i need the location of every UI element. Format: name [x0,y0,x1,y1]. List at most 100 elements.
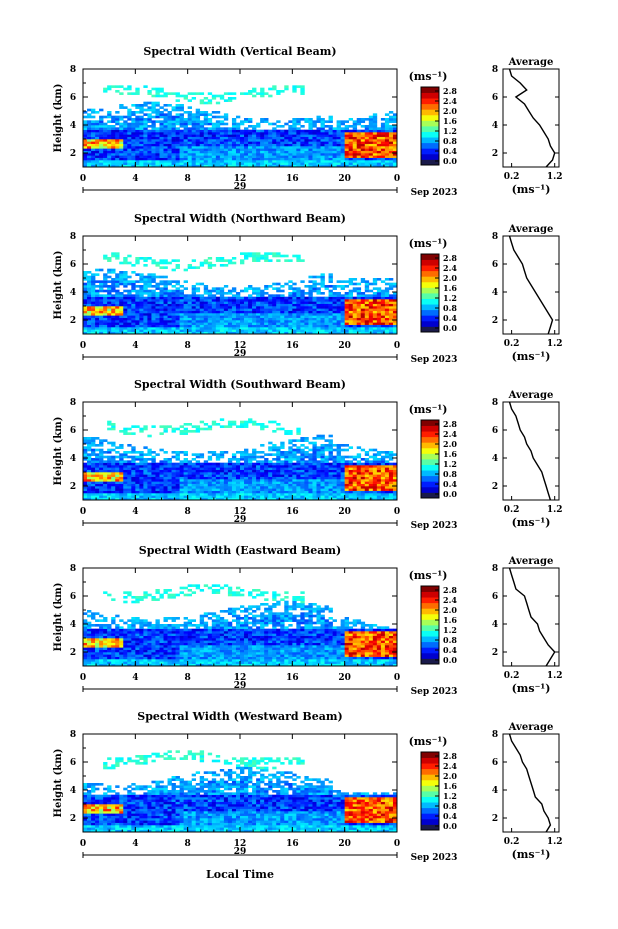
heatmap-cell [179,490,184,494]
heatmap-cell [95,331,100,335]
heatmap-cell [356,157,362,161]
heatmap-cell [276,469,281,473]
heatmap-cell [264,292,269,295]
heatmap-cell [135,143,140,147]
heatmap-cell [163,310,168,314]
heatmap-cell [139,129,144,133]
heatmap-cell [252,462,257,466]
heatmap-cell [83,322,88,325]
heatmap-cell [380,289,386,293]
heatmap-cell [175,122,180,126]
heatmap-cell [296,254,301,258]
heatmap-cell [288,448,293,452]
heatmap-cell [292,455,297,459]
heatmap-cell [199,157,205,161]
heatmap-cell [151,296,156,300]
heatmap-cell [183,427,188,431]
heatmap-cell [223,483,229,487]
heatmap-cell [300,488,305,491]
heatmap-cell [356,331,362,335]
heatmap-cell [219,292,225,295]
heatmap-cell [288,287,293,290]
heatmap-cell [115,455,120,459]
heatmap-cell [280,299,285,302]
heatmap-cell [179,320,184,323]
heatmap-cell [300,308,305,311]
heatmap-cell [131,150,136,154]
heatmap-cell [127,329,132,332]
heatmap-cell [219,97,225,100]
heatmap-cell [135,308,140,311]
heatmap-cell [167,469,172,473]
heatmap-cell [348,310,354,314]
heatmap-cell [119,85,124,88]
heatmap-cell [119,324,124,328]
heatmap-cell [139,327,144,330]
heatmap-cell [191,289,197,293]
heatmap-cell [131,469,136,473]
heatmap-cell [344,306,349,309]
heatmap-cell [312,287,317,290]
heatmap-cell [260,460,265,463]
heatmap-cell [191,425,197,428]
heatmap-cell [179,303,184,307]
heatmap-cell [292,320,297,323]
heatmap-cell [103,322,108,325]
heatmap-cell [147,292,152,295]
heatmap-cell [231,122,237,126]
heatmap-cell [111,327,116,330]
heatmap-cell [95,315,100,318]
heatmap-cell [276,446,281,449]
heatmap-cell [127,292,132,295]
heatmap-cell [187,139,192,142]
heatmap-cell [139,458,144,461]
heatmap-cell [107,136,112,140]
heatmap-cell [312,164,317,168]
heatmap-cell [392,134,398,137]
heatmap-cell [268,462,273,466]
heatmap-cell [171,317,176,321]
heatmap-cell [372,134,378,137]
heatmap-cell [296,143,301,147]
heatmap-cell [296,118,301,121]
heatmap-cell [360,160,366,163]
heatmap-cell [328,299,333,302]
heatmap-cell [107,306,112,309]
heatmap-cell [240,497,245,501]
heatmap-cell [127,146,132,149]
heatmap-cell [195,303,201,307]
heatmap-cell [227,299,233,302]
heatmap-cell [384,292,390,295]
heatmap-cell [175,143,180,147]
heatmap-cell [304,462,309,466]
heatmap-cell [227,301,233,304]
heatmap-cell [99,313,104,316]
heatmap-cell [195,282,201,286]
heatmap-cell [199,282,205,286]
heatmap-cell [284,315,289,318]
heatmap-cell [83,129,88,133]
heatmap-cell [163,488,168,491]
heatmap-cell [191,315,197,318]
heatmap-cell [376,315,382,318]
heatmap-cell [159,280,164,283]
heatmap-cell [83,303,88,307]
heatmap-cell [240,322,245,325]
heatmap-cell [320,322,325,325]
heatmap-cell [151,280,156,283]
heatmap-cell [384,125,390,128]
heatmap-cell [356,313,362,316]
heatmap-cell [203,488,209,491]
heatmap-cell [248,118,253,121]
heatmap-cell [352,155,358,158]
heatmap-cell [87,465,92,468]
heatmap-cell [127,150,132,154]
heatmap-cell [268,476,273,480]
heatmap-cell [167,320,172,323]
heatmap-cell [372,329,378,332]
heatmap-cell [207,469,213,473]
heatmap-cell [252,257,257,260]
heatmap-cell [288,441,293,445]
heatmap-cell [211,308,217,311]
heatmap-cell [175,301,180,304]
